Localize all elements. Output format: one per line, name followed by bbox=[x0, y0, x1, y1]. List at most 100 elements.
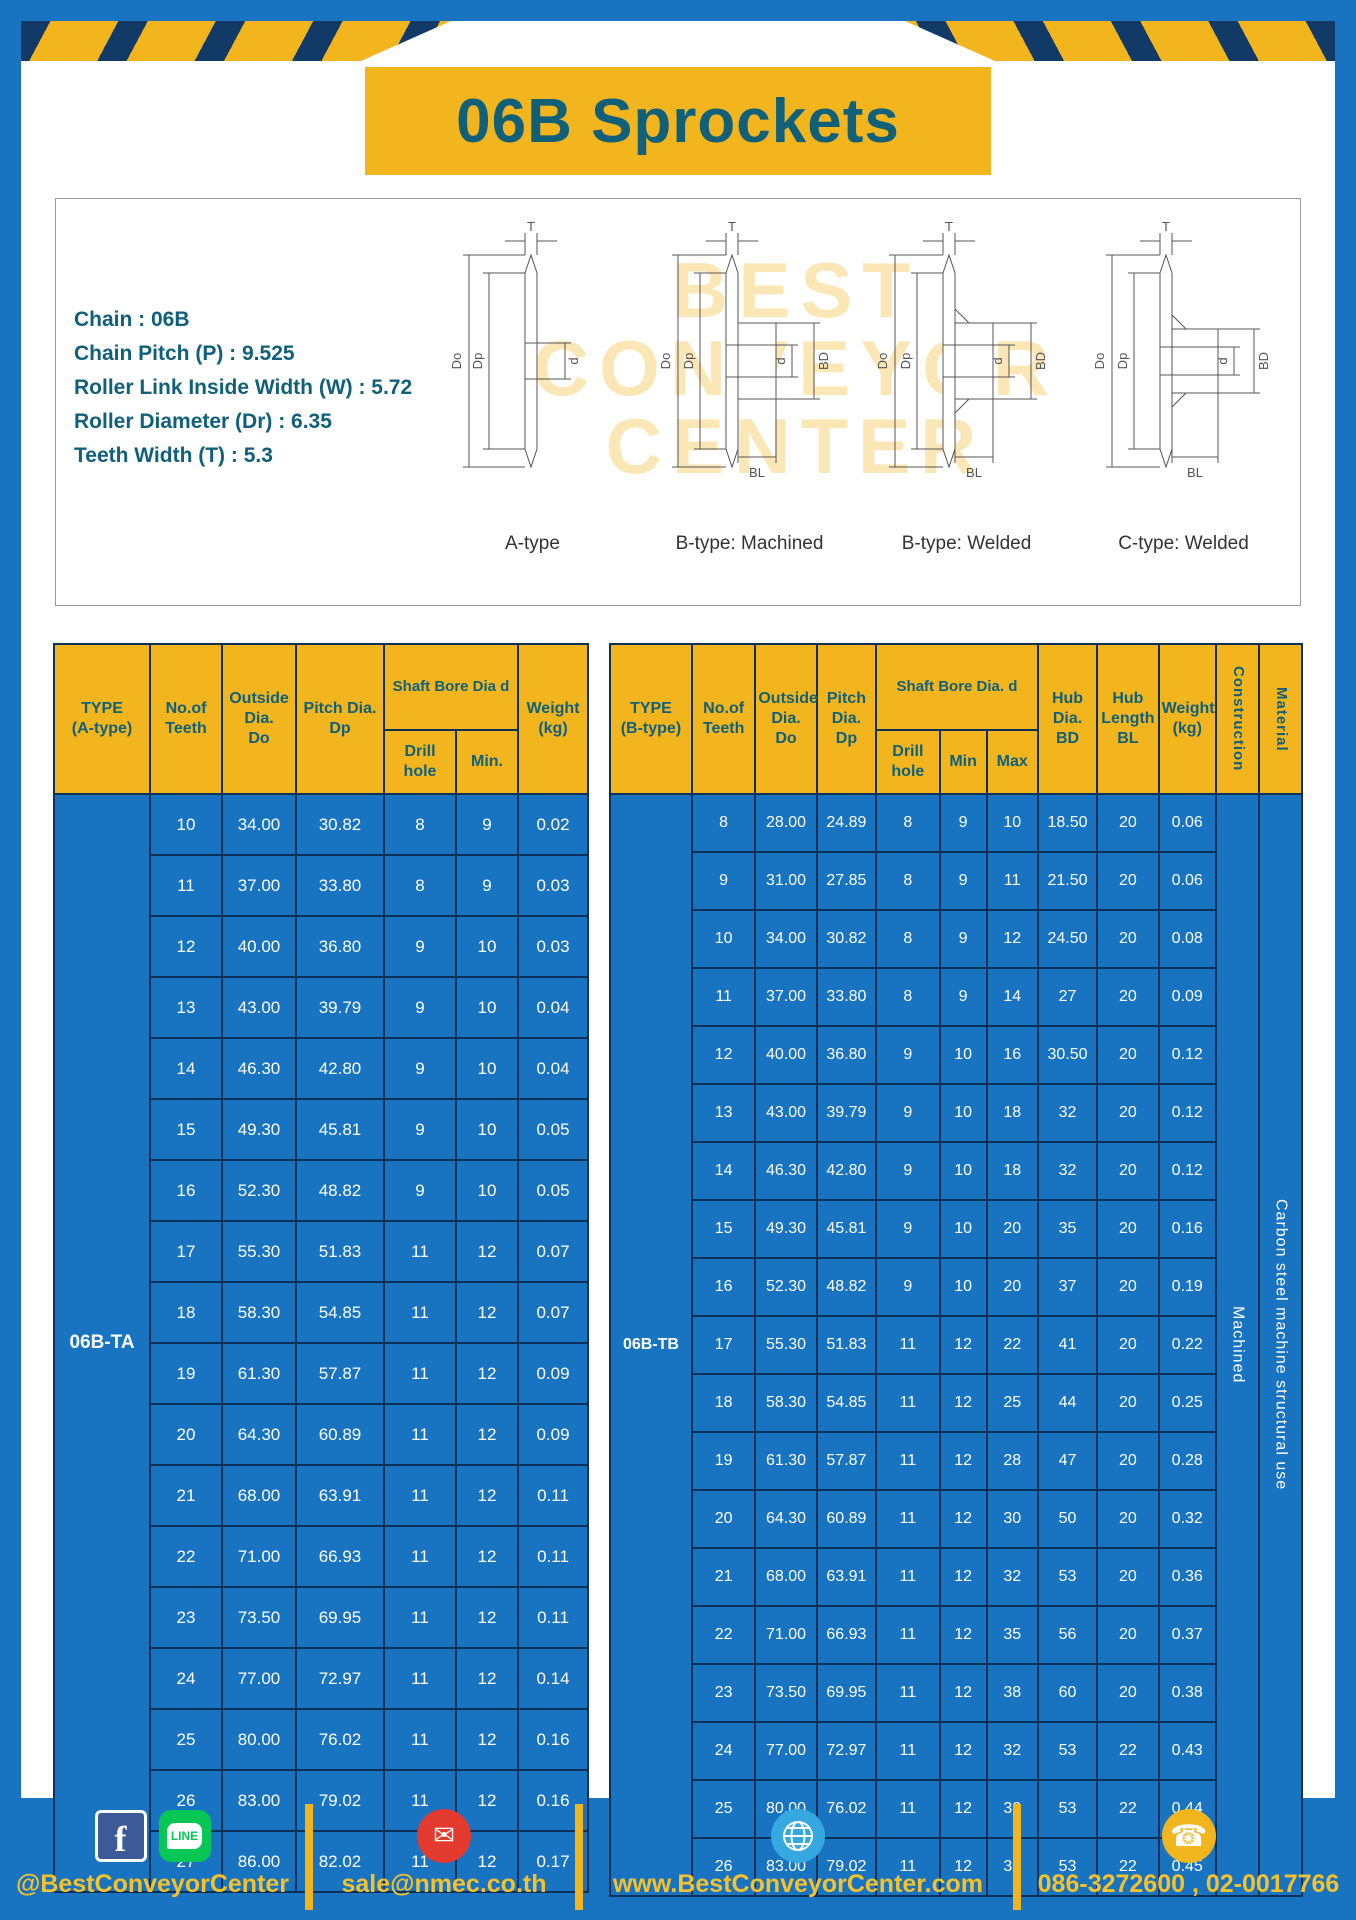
data-cell: 64.30 bbox=[754, 1489, 818, 1549]
figure-b-type-machined: T Do Dp d BD bbox=[641, 211, 858, 593]
data-cell: 0.32 bbox=[1157, 1489, 1217, 1549]
table-row: 25 80.00 76.02 11 12 0.16 bbox=[54, 1708, 589, 1771]
table-row: 22 71.00 66.93 11 12 0.11 bbox=[54, 1525, 589, 1588]
data-cell: 12 bbox=[938, 1837, 988, 1897]
data-cell: 11 bbox=[875, 1315, 941, 1375]
diagram-box: BEST CONVEYOR CENTER Chain : 06B Chain P… bbox=[55, 198, 1301, 606]
data-cell: 8 bbox=[383, 854, 457, 917]
data-cell: 9 bbox=[875, 1199, 941, 1259]
svg-text:d: d bbox=[990, 357, 1005, 364]
data-cell: 0.03 bbox=[517, 915, 589, 978]
data-cell: 11 bbox=[383, 1708, 457, 1771]
data-cell: 34.00 bbox=[754, 909, 818, 969]
data-cell: 42.80 bbox=[295, 1037, 385, 1100]
data-cell: 72.97 bbox=[815, 1721, 878, 1781]
email-address[interactable]: sale@nmec.co.th bbox=[341, 1870, 547, 1898]
data-cell: 11 bbox=[383, 1281, 457, 1344]
data-cell: 9 bbox=[938, 793, 988, 853]
svg-text:Do: Do bbox=[449, 353, 464, 370]
facebook-icon[interactable]: f bbox=[94, 1810, 147, 1862]
col-min: Min. bbox=[455, 729, 519, 795]
col-drill-hole: Drill hole bbox=[875, 729, 941, 795]
mail-icon[interactable]: ✉ bbox=[417, 1809, 471, 1863]
phone-numbers[interactable]: 086-3272600 , 02-0017766 bbox=[1037, 1870, 1340, 1898]
data-cell: 53 bbox=[1036, 1547, 1099, 1607]
data-cell: 12 bbox=[455, 1281, 519, 1344]
data-cell: 16 bbox=[690, 1257, 757, 1317]
table-b-type: TYPE (B-type) No.of Teeth Outside Dia. D… bbox=[609, 643, 1304, 1897]
data-cell: 14 bbox=[985, 967, 1039, 1027]
svg-text:T: T bbox=[728, 219, 736, 234]
data-cell: 33.80 bbox=[295, 854, 385, 917]
data-cell: 12 bbox=[985, 909, 1039, 969]
data-cell: 12 bbox=[938, 1489, 988, 1549]
data-cell: 0.43 bbox=[1157, 1721, 1217, 1781]
data-cell: 18 bbox=[985, 1141, 1039, 1201]
data-cell: 79.02 bbox=[815, 1837, 878, 1897]
data-cell: 11 bbox=[875, 1605, 941, 1665]
chain-specs: Chain : 06B Chain Pitch (P) : 9.525 Roll… bbox=[74, 303, 434, 473]
line-icon[interactable]: LINE bbox=[158, 1810, 211, 1862]
table-row: 14 46.30 42.80 9 10 18 32 20 0.12 bbox=[610, 1141, 1302, 1201]
data-cell: 12 bbox=[938, 1605, 988, 1665]
col-shaft-bore: Shaft Bore Dia d bbox=[383, 643, 519, 731]
data-cell: 30 bbox=[985, 1489, 1039, 1549]
social-handle[interactable]: @BestConveyorCenter bbox=[15, 1870, 290, 1898]
data-cell: 11 bbox=[690, 967, 757, 1027]
data-cell: 11 bbox=[875, 1431, 941, 1491]
data-cell: 20 bbox=[149, 1403, 223, 1466]
table-row: 19 61.30 57.87 11 12 28 47 20 0.28 bbox=[610, 1431, 1302, 1491]
data-cell: 40.00 bbox=[754, 1025, 818, 1085]
col-pitch-dia: Pitch Dia. Dp bbox=[295, 643, 385, 795]
spec-tables: TYPE (A-type) No.of Teeth Outside Dia. D… bbox=[53, 643, 1304, 1897]
data-cell: 12 bbox=[938, 1373, 988, 1433]
figure-b-type-welded: T Do Dp d BD bbox=[858, 211, 1075, 593]
data-cell: 32 bbox=[985, 1779, 1039, 1839]
data-cell: 9 bbox=[875, 1025, 941, 1085]
data-cell: 0.36 bbox=[1157, 1547, 1217, 1607]
col-weight: Weight (kg) bbox=[517, 643, 589, 795]
data-cell: 69.95 bbox=[295, 1586, 385, 1649]
table-row: 17 55.30 51.83 11 12 22 41 20 0.22 bbox=[610, 1315, 1302, 1375]
sprocket-figures: T Do Dp d A-type bbox=[424, 211, 1292, 593]
data-cell: 30.82 bbox=[295, 793, 385, 856]
col-outside-dia: Outside Dia. Do bbox=[754, 643, 818, 795]
data-cell: 42.80 bbox=[815, 1141, 878, 1201]
data-cell: 15 bbox=[690, 1199, 757, 1259]
data-cell: 71.00 bbox=[754, 1605, 818, 1665]
col-min: Min bbox=[938, 729, 988, 795]
data-cell: 66.93 bbox=[815, 1605, 878, 1665]
globe-icon[interactable] bbox=[771, 1809, 825, 1863]
data-cell: 20 bbox=[1096, 851, 1160, 911]
data-cell: 9 bbox=[455, 854, 519, 917]
data-cell: 53 bbox=[1036, 1721, 1099, 1781]
data-cell: 0.08 bbox=[1157, 909, 1217, 969]
spec-line: Teeth Width (T) : 5.3 bbox=[74, 444, 273, 467]
data-cell: 12 bbox=[455, 1403, 519, 1466]
svg-text:BD: BD bbox=[1256, 352, 1271, 370]
data-cell: 20 bbox=[1096, 1373, 1160, 1433]
data-cell: 33.80 bbox=[815, 967, 878, 1027]
footer-divider bbox=[305, 1804, 313, 1910]
data-cell: 57.87 bbox=[815, 1431, 878, 1491]
data-cell: 27 bbox=[1036, 967, 1099, 1027]
data-cell: 21 bbox=[690, 1547, 757, 1607]
data-cell: 24 bbox=[690, 1721, 757, 1781]
data-cell: 9 bbox=[383, 915, 457, 978]
data-cell: 11 bbox=[875, 1779, 941, 1839]
data-cell: 37.00 bbox=[754, 967, 818, 1027]
data-cell: 38 bbox=[985, 1663, 1039, 1723]
spec-line: Roller Diameter (Dr) : 6.35 bbox=[74, 410, 332, 433]
data-cell: 8 bbox=[875, 793, 941, 853]
website-url[interactable]: www.BestConveyorCenter.com bbox=[612, 1870, 983, 1898]
table-row: 11 37.00 33.80 8 9 14 27 20 0.09 bbox=[610, 967, 1302, 1027]
phone-icon[interactable]: ☎ bbox=[1161, 1809, 1216, 1863]
data-cell: 63.91 bbox=[295, 1464, 385, 1527]
data-cell: 11 bbox=[875, 1663, 941, 1723]
data-cell: 12 bbox=[938, 1315, 988, 1375]
data-cell: 10 bbox=[938, 1199, 988, 1259]
data-cell: 52.30 bbox=[754, 1257, 818, 1317]
data-cell: 15 bbox=[149, 1098, 223, 1161]
svg-text:BL: BL bbox=[1187, 465, 1203, 480]
data-cell: 20 bbox=[1096, 1083, 1160, 1143]
